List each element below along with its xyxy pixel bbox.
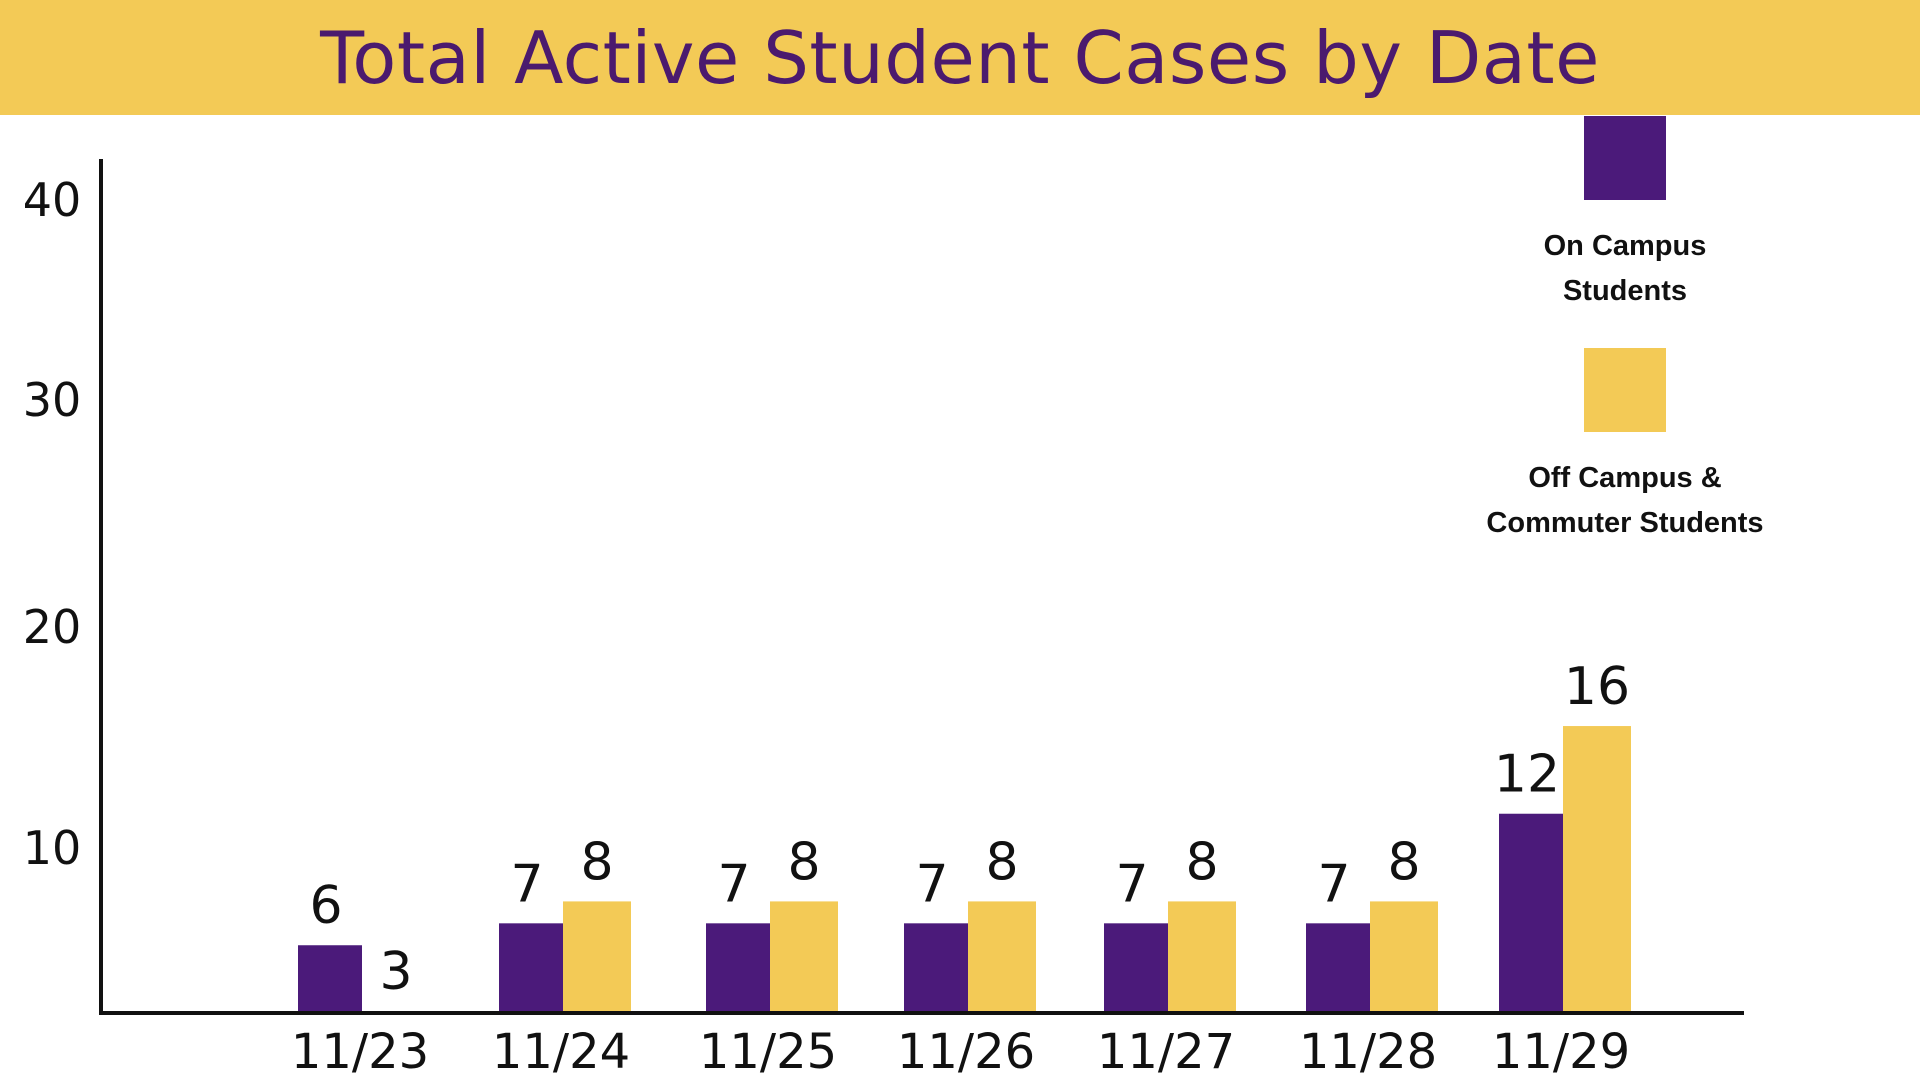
data-label: 8 bbox=[985, 832, 1018, 892]
bar-off-campus-11-28 bbox=[1370, 901, 1438, 1011]
chart-title: Total Active Student Cases by Date bbox=[320, 15, 1600, 100]
legend-label-on-campus: On Campus Students bbox=[1543, 230, 1707, 307]
data-label: 8 bbox=[1185, 832, 1218, 892]
data-label: 7 bbox=[717, 854, 750, 914]
legend-item-off-campus: Off Campus & Commuter Students bbox=[1440, 348, 1810, 546]
x-tick-label: 11/25 bbox=[699, 1024, 837, 1080]
x-tick-label: 11/27 bbox=[1097, 1024, 1235, 1080]
x-tick-label: 11/23 bbox=[291, 1024, 429, 1080]
data-label: 16 bbox=[1564, 657, 1630, 717]
data-label: 7 bbox=[1115, 854, 1148, 914]
bar-off-campus-11-27 bbox=[1168, 901, 1236, 1011]
data-label: 7 bbox=[915, 854, 948, 914]
legend-label-off-campus: Off Campus & Commuter Students bbox=[1486, 462, 1764, 539]
bar-on-campus-11-25 bbox=[706, 923, 770, 1011]
bar-on-campus-11-28 bbox=[1306, 923, 1370, 1011]
y-tick-labels: 10 20 30 40 bbox=[23, 173, 82, 875]
bar-off-campus-11-29 bbox=[1563, 726, 1631, 1011]
data-label: 8 bbox=[580, 832, 613, 892]
x-tick-label: 11/26 bbox=[897, 1024, 1035, 1080]
data-label: 3 bbox=[379, 942, 412, 1002]
data-label: 12 bbox=[1494, 745, 1560, 805]
data-label: 7 bbox=[510, 854, 543, 914]
legend-swatch-on-campus bbox=[1584, 116, 1666, 200]
bar-off-campus-11-24 bbox=[563, 901, 631, 1011]
bar-off-campus-11-26 bbox=[968, 901, 1036, 1011]
x-tick-labels: 11/23 11/24 11/25 11/26 11/27 11/28 11/29 bbox=[291, 1024, 1630, 1080]
bars-layer bbox=[298, 726, 1631, 1011]
bar-off-campus-11-25 bbox=[770, 901, 838, 1011]
bar-on-campus-11-29 bbox=[1499, 813, 1563, 1011]
y-tick-label: 10 bbox=[23, 821, 82, 875]
legend-swatch-off-campus bbox=[1584, 348, 1666, 432]
data-label: 6 bbox=[309, 876, 342, 936]
bar-on-campus-11-23 bbox=[298, 945, 362, 1011]
bar-on-campus-11-24 bbox=[499, 923, 563, 1011]
data-label: 8 bbox=[1387, 832, 1420, 892]
y-tick-label: 20 bbox=[23, 600, 82, 654]
data-label: 7 bbox=[1317, 854, 1350, 914]
x-tick-label: 11/24 bbox=[492, 1024, 630, 1080]
bar-on-campus-11-26 bbox=[904, 923, 968, 1011]
x-tick-label: 11/29 bbox=[1492, 1024, 1630, 1080]
legend-item-on-campus: On Campus Students bbox=[1440, 116, 1810, 314]
y-tick-label: 40 bbox=[23, 173, 82, 227]
legend: On Campus Students Off Campus & Commuter… bbox=[1440, 116, 1810, 546]
title-banner: Total Active Student Cases by Date bbox=[0, 0, 1920, 115]
y-tick-label: 30 bbox=[23, 373, 82, 427]
data-label: 8 bbox=[787, 832, 820, 892]
x-tick-label: 11/28 bbox=[1299, 1024, 1437, 1080]
bar-on-campus-11-27 bbox=[1104, 923, 1168, 1011]
